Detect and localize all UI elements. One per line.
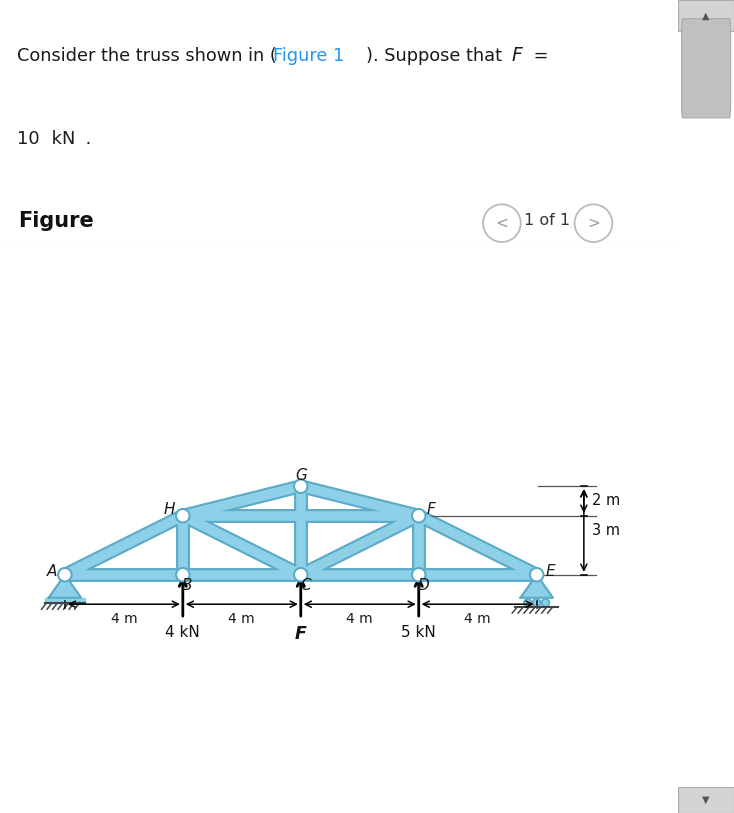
Circle shape <box>412 567 426 582</box>
Circle shape <box>533 599 540 606</box>
Text: 2 m: 2 m <box>592 493 620 508</box>
Text: Consider the truss shown in (: Consider the truss shown in ( <box>17 46 277 64</box>
Text: 4 m: 4 m <box>465 612 491 627</box>
Text: F: F <box>426 502 435 517</box>
Text: 4 m: 4 m <box>228 612 255 627</box>
Circle shape <box>175 509 190 523</box>
Circle shape <box>175 567 190 582</box>
Bar <box>678 787 734 813</box>
Circle shape <box>531 570 542 580</box>
Circle shape <box>60 570 70 580</box>
Circle shape <box>530 567 544 582</box>
Text: <: < <box>495 215 508 231</box>
Circle shape <box>414 511 424 521</box>
Text: D: D <box>417 578 429 593</box>
Text: ▲: ▲ <box>702 11 710 20</box>
Circle shape <box>412 509 426 523</box>
Text: F: F <box>295 625 307 643</box>
Polygon shape <box>48 575 81 598</box>
Polygon shape <box>45 598 85 602</box>
Text: >: > <box>587 215 600 231</box>
Text: 5 kN: 5 kN <box>401 625 436 641</box>
Circle shape <box>296 570 306 580</box>
Text: $\mathit{F}$: $\mathit{F}$ <box>511 46 523 65</box>
Text: Figure 1: Figure 1 <box>272 46 344 64</box>
Text: E: E <box>545 564 555 580</box>
Text: H: H <box>164 502 175 517</box>
Text: .: . <box>80 130 91 148</box>
Text: C: C <box>300 578 310 593</box>
Text: G: G <box>295 467 307 483</box>
Circle shape <box>294 479 308 493</box>
Text: ▼: ▼ <box>702 795 710 805</box>
Bar <box>678 0 734 31</box>
Text: kN: kN <box>46 130 76 148</box>
Text: 4 kN: 4 kN <box>165 625 200 641</box>
Text: 4 m: 4 m <box>346 612 373 627</box>
Text: ). Suppose that: ). Suppose that <box>366 46 508 64</box>
Text: 4 m: 4 m <box>111 612 137 627</box>
Circle shape <box>524 599 531 606</box>
Circle shape <box>542 599 549 606</box>
Text: =: = <box>528 46 549 64</box>
Text: A: A <box>46 564 57 580</box>
Circle shape <box>294 567 308 582</box>
Text: Figure: Figure <box>18 211 94 231</box>
Text: 10: 10 <box>17 130 46 148</box>
Circle shape <box>414 570 424 580</box>
Text: 1 of 1: 1 of 1 <box>524 213 570 228</box>
Circle shape <box>296 481 306 491</box>
FancyBboxPatch shape <box>682 19 730 118</box>
Circle shape <box>58 567 72 582</box>
Circle shape <box>178 511 188 521</box>
Text: 3 m: 3 m <box>592 523 620 538</box>
Circle shape <box>178 570 188 580</box>
Text: B: B <box>182 578 192 593</box>
Polygon shape <box>520 575 553 598</box>
